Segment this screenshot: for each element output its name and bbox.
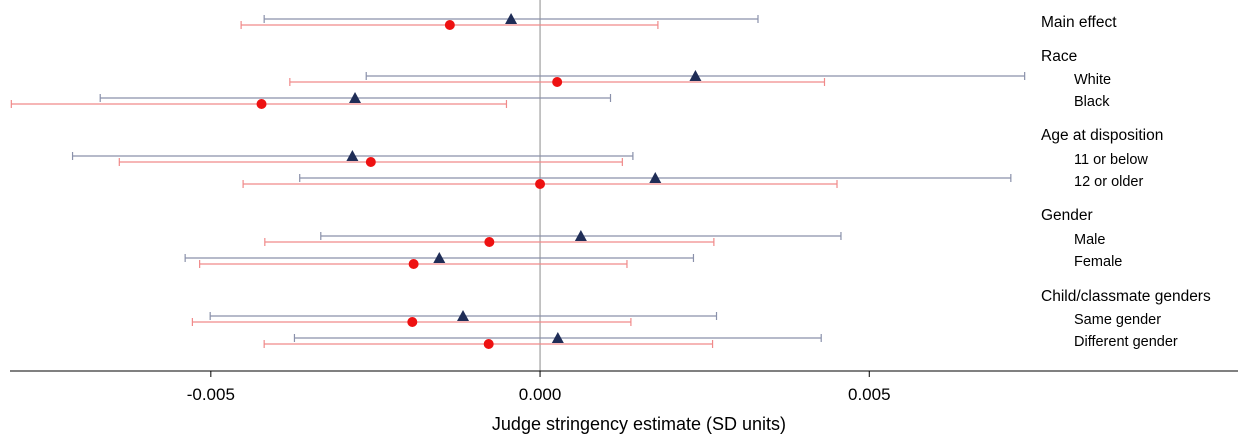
x-tick-label-1: 0.000 (519, 385, 562, 404)
row-label-9: Female (1074, 254, 1122, 270)
row-label-2: White (1074, 72, 1111, 88)
x-tick-label-0: -0.005 (187, 385, 235, 404)
row-label-1: Race (1041, 48, 1077, 65)
row-2-circle-point (552, 77, 563, 87)
row-5-triangle-point (346, 150, 359, 161)
x-axis-title: Judge stringency estimate (SD units) (492, 414, 786, 434)
row-11-triangle-point (457, 310, 470, 321)
row-label-7: Gender (1041, 207, 1093, 224)
row-6-triangle-point (649, 172, 662, 183)
row-label-12: Different gender (1074, 334, 1178, 350)
row-label-10: Child/classmate genders (1041, 288, 1211, 305)
row-8-circle-point (484, 237, 495, 247)
row-0-circle-point (444, 20, 455, 30)
row-0-triangle-point (505, 13, 518, 24)
row-6-circle-point (535, 179, 546, 189)
row-label-3: Black (1074, 94, 1110, 110)
row-9-triangle-point (433, 252, 446, 263)
row-11-circle-point (407, 317, 418, 327)
row-9-circle-point (408, 259, 419, 269)
row-label-0: Main effect (1041, 14, 1117, 31)
row-12-circle-point (483, 339, 494, 349)
row-label-8: Male (1074, 232, 1105, 248)
row-12-triangle-point (551, 332, 564, 343)
row-3-triangle-point (349, 92, 362, 103)
row-3-circle-point (256, 99, 267, 109)
row-label-11: Same gender (1074, 312, 1161, 328)
row-5-circle-point (365, 157, 376, 167)
row-label-5: 11 or below (1074, 152, 1148, 168)
row-8-triangle-point (574, 230, 587, 241)
row-2-triangle-point (689, 70, 702, 81)
row-label-4: Age at disposition (1041, 127, 1163, 144)
x-tick-label-2: 0.005 (848, 385, 891, 404)
row-label-6: 12 or older (1074, 174, 1143, 190)
